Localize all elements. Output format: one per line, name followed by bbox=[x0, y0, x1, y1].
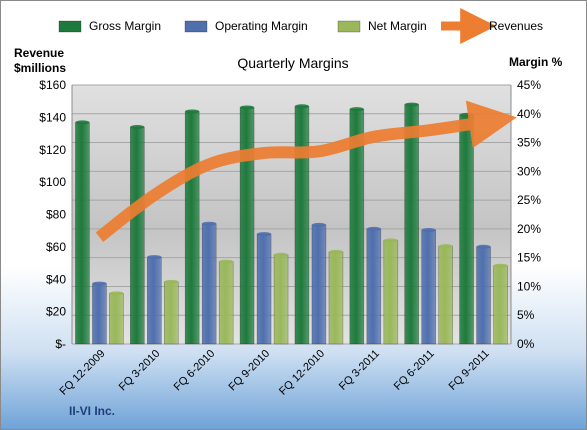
right-tick-label: 15% bbox=[517, 251, 541, 265]
bar-net-margin bbox=[328, 251, 344, 345]
left-tick-label: $100 bbox=[39, 175, 66, 189]
bar-cap bbox=[349, 107, 364, 112]
right-tick-label: 5% bbox=[517, 308, 535, 322]
chart-title: Quarterly Margins bbox=[237, 55, 348, 71]
right-tick-label: 35% bbox=[517, 136, 541, 150]
left-axis-title: Revenue bbox=[14, 46, 64, 60]
bar-net-margin bbox=[109, 293, 124, 345]
bar-gross-margin bbox=[459, 114, 474, 345]
legend-swatch-net-margin bbox=[337, 20, 361, 33]
left-tick-label: $140 bbox=[39, 110, 66, 124]
bar-cap bbox=[421, 228, 436, 233]
bar-net-margin bbox=[493, 265, 508, 345]
bar-cap bbox=[75, 120, 90, 125]
right-tick-label: 25% bbox=[517, 193, 541, 207]
category-label: FQ 9-2010 bbox=[227, 348, 273, 394]
bar-operating-margin bbox=[366, 228, 382, 345]
bar-cap bbox=[366, 226, 381, 231]
category-label: FQ 3-2011 bbox=[337, 348, 382, 393]
category-label: FQ 6-2010 bbox=[172, 348, 218, 394]
legend-label: Revenues bbox=[489, 19, 543, 33]
bar-cap bbox=[328, 249, 343, 254]
legend-label: Net Margin bbox=[368, 19, 427, 33]
bar-cap bbox=[147, 255, 162, 260]
bar-gross-margin bbox=[239, 107, 255, 345]
category-label: FQ 6-2011 bbox=[392, 348, 437, 393]
left-tick-label: $40 bbox=[46, 272, 66, 286]
left-tick-label: $60 bbox=[46, 240, 66, 254]
bar-net-margin bbox=[218, 261, 234, 345]
bar-cap bbox=[311, 222, 326, 227]
category-label: FQ 12-2010 bbox=[277, 348, 327, 398]
bar-operating-margin bbox=[256, 233, 272, 345]
bar-gross-margin bbox=[130, 126, 145, 345]
left-tick-label: $20 bbox=[46, 305, 66, 319]
company-name: II-VI Inc. bbox=[69, 404, 116, 418]
bar-cap bbox=[493, 263, 508, 268]
bar-cap bbox=[219, 259, 234, 264]
left-axis-title: $millions bbox=[14, 61, 66, 75]
category-label: FQ 3-2010 bbox=[117, 348, 163, 394]
bar-cap bbox=[257, 232, 272, 237]
legend-label: Operating Margin bbox=[215, 19, 308, 33]
right-tick-label: 45% bbox=[517, 78, 541, 92]
bar-operating-margin bbox=[311, 224, 327, 345]
bar-operating-margin bbox=[476, 246, 491, 345]
bar-cap bbox=[383, 238, 398, 243]
bar-cap bbox=[294, 104, 309, 109]
bar-net-margin bbox=[164, 281, 179, 345]
legend-swatch-operating-margin bbox=[184, 20, 208, 33]
bar-cap bbox=[202, 221, 217, 226]
bar-operating-margin bbox=[421, 229, 436, 345]
bar-cap bbox=[185, 109, 200, 114]
bar-net-margin bbox=[383, 240, 399, 345]
bar-cap bbox=[130, 125, 145, 130]
bar-cap bbox=[164, 279, 179, 284]
bar-cap bbox=[92, 281, 107, 286]
bar-operating-margin bbox=[201, 223, 217, 345]
revenues-line bbox=[95, 100, 517, 242]
bar-net-margin bbox=[273, 254, 289, 345]
left-tick-label: $80 bbox=[46, 208, 66, 222]
bar-cap bbox=[438, 244, 453, 249]
category-label: FQ 12-2009 bbox=[58, 348, 108, 398]
bar-cap bbox=[404, 102, 419, 107]
bar-cap bbox=[109, 291, 124, 296]
bar-gross-margin bbox=[75, 122, 90, 345]
legend: Gross Margin Operating Margin Net Margin Re… bbox=[58, 8, 543, 44]
legend-swatch-gross-margin bbox=[58, 20, 82, 33]
right-tick-label: 20% bbox=[517, 222, 541, 236]
right-tick-label: 0% bbox=[517, 337, 535, 351]
right-tick-label: 40% bbox=[517, 107, 541, 121]
right-axis-title: Margin % bbox=[509, 55, 563, 69]
bar-gross-margin bbox=[294, 105, 310, 345]
bar-operating-margin bbox=[92, 283, 107, 345]
bar-cap bbox=[240, 105, 255, 110]
right-tick-label: 10% bbox=[517, 279, 541, 293]
left-tick-label: $- bbox=[55, 337, 66, 351]
bar-cap bbox=[459, 112, 474, 117]
category-label: FQ 9-2011 bbox=[447, 348, 492, 393]
left-tick-label: $120 bbox=[39, 143, 66, 157]
right-tick-label: 30% bbox=[517, 164, 541, 178]
bar-cap bbox=[274, 252, 289, 257]
bar-net-margin bbox=[438, 245, 453, 345]
bar-gross-margin bbox=[184, 111, 200, 345]
bar-cap bbox=[476, 244, 491, 249]
legend-label: Gross Margin bbox=[89, 19, 161, 33]
left-tick-label: $160 bbox=[39, 78, 66, 92]
bar-operating-margin bbox=[147, 256, 162, 345]
bar-gross-margin bbox=[404, 104, 419, 345]
